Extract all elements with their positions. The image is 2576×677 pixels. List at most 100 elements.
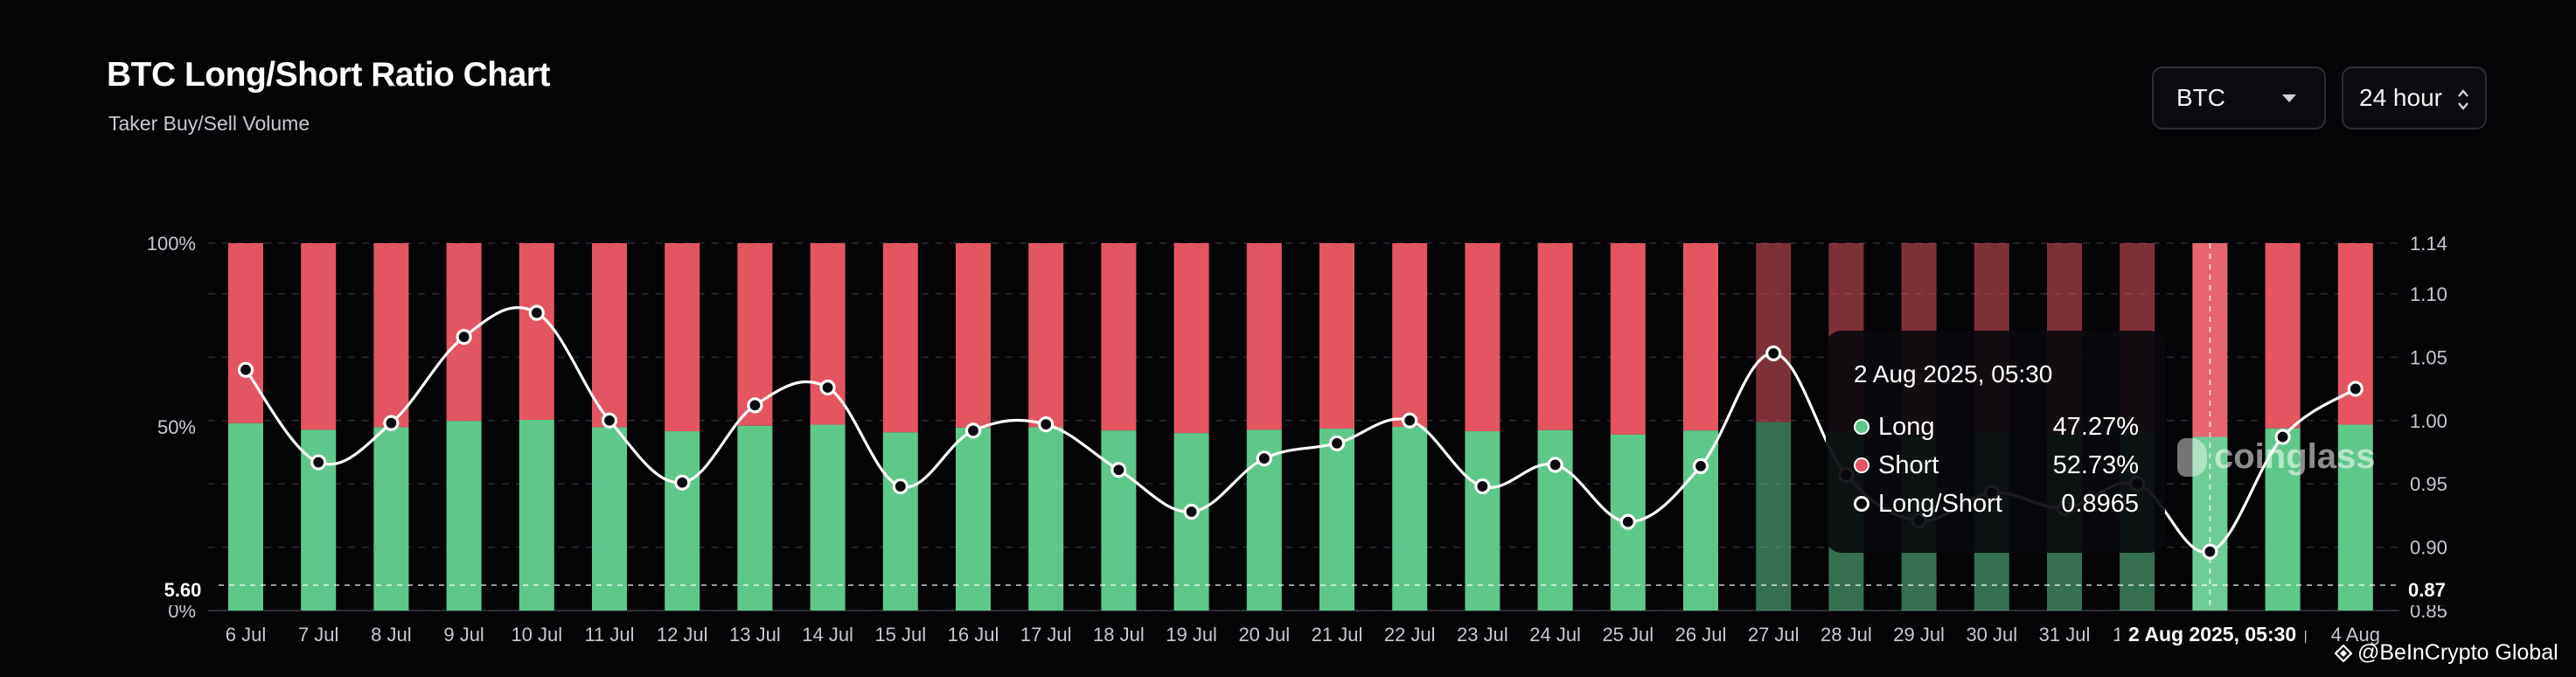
x-tick-label: 27 Jul [1748,624,1800,646]
tooltip-short-label: Short [1878,450,1939,479]
y-right-tick-label: 0.90 [2410,537,2447,559]
x-tick-label: 30 Jul [1966,624,2017,646]
tooltip-ratio-label: Long/Short [1878,489,2002,518]
ratio-point [1110,462,1127,478]
x-tick-label: 12 Jul [657,624,708,646]
x-tick-label: 15 Jul [874,624,926,646]
ratio-point [964,422,982,439]
long-bar [956,427,991,611]
short-bar [1683,243,1718,431]
long-bar [665,431,700,611]
x-tick-label: 26 Jul [1675,624,1727,646]
ratio-point [1038,416,1055,433]
short-bar [1101,243,1137,431]
ratio-point [1474,478,1491,495]
x-tick-label: 11 Jul [584,624,634,646]
short-bar [2265,243,2301,429]
x-tick-label: 22 Jul [1384,624,1436,646]
x-tick-label: 23 Jul [1457,624,1508,646]
coinglass-logo-icon [2177,437,2207,477]
short-bar [228,243,263,423]
short-bar [737,243,773,426]
short-bar [1537,243,1573,430]
ratio-point [383,415,400,431]
long-bar [737,425,773,611]
short-bar [1756,243,1792,422]
short-bar [882,243,918,433]
x-tick-label: 19 Jul [1166,624,1217,646]
beincrypto-logo-icon [2335,644,2352,662]
asset-select[interactable]: BTC [2152,66,2326,129]
watermark-text: coinglass [2214,437,2376,476]
long-bar [1173,433,1209,611]
long-bar [592,427,627,611]
chart-title: BTC Long/Short Ratio Chart [107,56,550,94]
y-left-tick-label: 100% [147,233,196,255]
long-bar [2337,424,2373,611]
ratio-point [456,329,472,345]
credit: @BeInCrypto Global [2335,640,2559,666]
coinglass-watermark: coinglass [2177,437,2376,477]
long-bar [810,424,846,611]
ratio-point [1328,435,1346,451]
short-bar [519,243,554,421]
long-bar [1756,422,1792,611]
y-left-tick-label: 50% [157,416,196,438]
short-bar [1173,243,1209,434]
x-tick-label: 9 Jul [443,624,484,646]
short-bar [1610,243,1646,435]
long-bar [1028,427,1064,611]
short-bar [1028,243,1064,428]
short-bar [1319,243,1354,429]
ratio-point [1256,450,1272,467]
tooltip-row-long: Long 47.27% [1854,408,2139,446]
tooltip-long-label: Long [1878,412,1935,441]
crosshair-x-label: 2 Aug 2025, 05:30 [2120,618,2306,651]
long-bar [1683,430,1718,611]
ratio-point [310,454,327,471]
y-right-tick-label: 0.95 [2410,473,2447,495]
y-right-tick-label: 1.05 [2410,346,2447,368]
short-bar [373,243,409,428]
x-tick-label: 8 Jul [371,624,411,646]
short-bar [592,243,627,428]
long-bar [519,420,554,611]
tooltip-long-value: 47.27% [2052,412,2139,441]
long-bar [1319,429,1354,611]
ratio-point [747,397,763,414]
x-tick-label: 7 Jul [298,624,338,646]
ratio-point [2274,429,2291,445]
long-bar [446,421,482,611]
x-tick-label: 24 Jul [1529,624,1581,646]
short-bar [665,243,700,432]
x-tick-label: 17 Jul [1020,624,1072,646]
short-bar [1465,243,1500,432]
ratio-point [1402,412,1418,429]
x-tick-label: 18 Jul [1093,624,1145,646]
short-bar [2337,243,2373,425]
chevron-down-icon [2282,94,2296,102]
short-bar [301,243,337,430]
long-bar [1465,431,1500,611]
short-dot-icon [1854,457,1869,473]
x-tick-label: 25 Jul [1602,624,1654,646]
x-tick-label: 10 Jul [511,624,562,646]
ratio-point [1619,513,1636,530]
ratio-point [237,361,254,378]
ratio-point [1765,345,1782,362]
x-tick-label: 14 Jul [802,624,853,646]
ratio-point [2347,380,2364,397]
short-bar [1246,243,1282,430]
x-tick-label: 16 Jul [948,624,999,646]
long-bar [228,422,263,611]
interval-select[interactable]: 24 hour [2342,66,2487,129]
ratio-point [819,380,836,396]
short-bar [1392,243,1428,427]
long-bar [1392,427,1428,611]
x-tick-label: 28 Jul [1821,624,1872,646]
ratio-point [1547,457,1563,473]
y-right-tick-label: 1.10 [2410,283,2447,305]
asset-select-value: BTC [2176,84,2225,111]
crosshair-left-level: 5.60 [131,576,219,605]
